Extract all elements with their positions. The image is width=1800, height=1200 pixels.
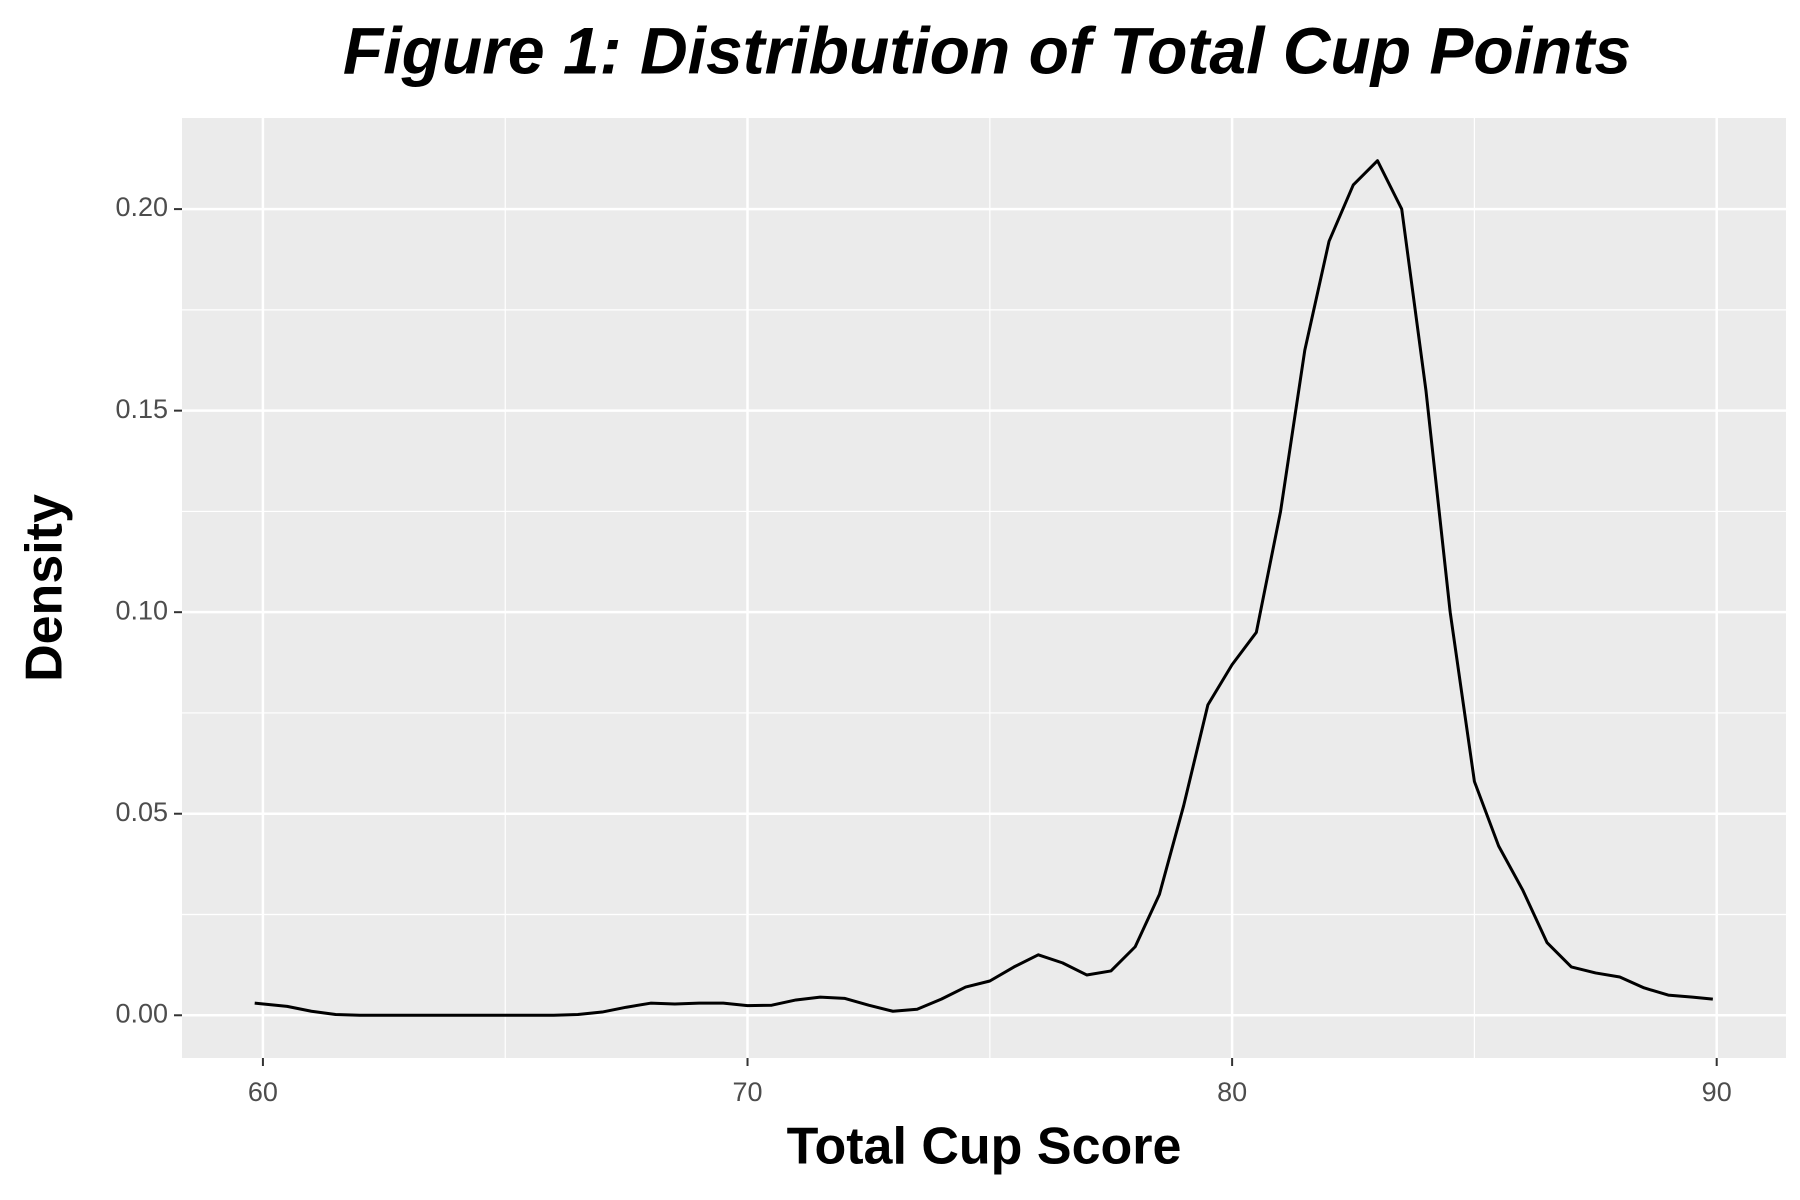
x-tick-label: 90 — [1702, 1077, 1732, 1107]
y-tick-label: 0.00 — [115, 998, 168, 1028]
y-tick-label: 0.10 — [115, 595, 168, 625]
y-axis-title: Density — [16, 494, 74, 682]
plot-panel — [182, 118, 1786, 1058]
density-line — [254, 159, 1713, 1017]
x-tick-label: 80 — [1217, 1077, 1247, 1107]
x-tick-label: 60 — [248, 1077, 278, 1107]
y-tick-label: 0.05 — [115, 797, 168, 827]
chart-title: Figure 1: Distribution of Total Cup Poin… — [343, 13, 1631, 87]
x-axis-title: Total Cup Score — [787, 1118, 1182, 1176]
y-tick-label: 0.15 — [115, 394, 168, 424]
y-tick-label: 0.20 — [115, 192, 168, 222]
x-tick-label: 70 — [732, 1077, 762, 1107]
